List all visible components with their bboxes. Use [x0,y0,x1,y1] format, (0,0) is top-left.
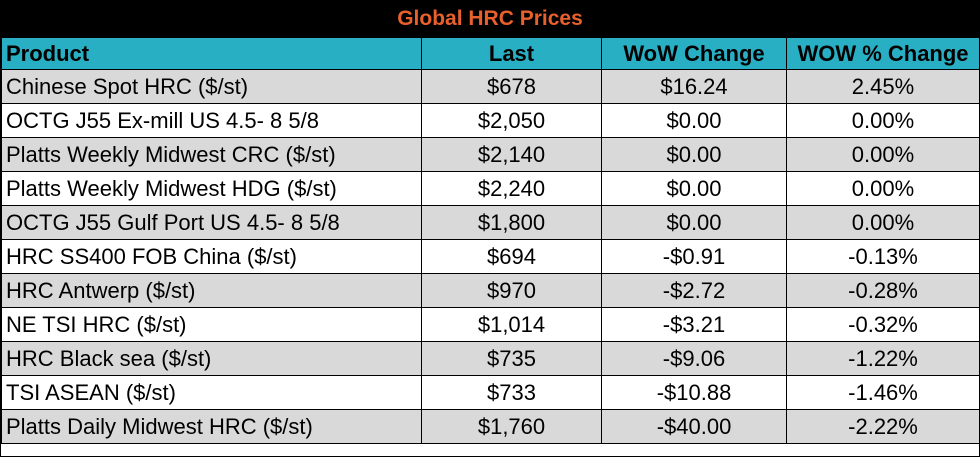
last-cell: $2,050 [421,103,602,138]
table-row: NE TSI HRC ($/st) $1,014 -$3.21 -0.32% [1,307,980,342]
product-cell: HRC Black sea ($/st) [1,341,422,376]
wow-change-cell: -$10.88 [601,375,787,410]
last-cell: $1,760 [421,409,602,444]
wow-pct-cell: -0.32% [786,307,980,342]
header-wow-change: WoW Change [601,37,787,70]
table-row: HRC SS400 FOB China ($/st) $694 -$0.91 -0.1… [1,239,980,274]
last-cell: $733 [421,375,602,410]
last-cell: $1,800 [421,205,602,240]
last-cell: $694 [421,239,602,274]
product-cell: TSI ASEAN ($/st) [1,375,422,410]
header-last: Last [421,37,602,70]
table-row: OCTG J55 Ex-mill US 4.5- 8 5/8 $2,050 $0.0… [1,103,980,138]
table-title: Global HRC Prices [1,1,979,37]
last-cell: $735 [421,341,602,376]
wow-change-cell: -$0.91 [601,239,787,274]
last-cell: $1,014 [421,307,602,342]
header-product: Product [1,37,422,70]
product-cell: HRC Antwerp ($/st) [1,273,422,308]
last-cell: $2,240 [421,171,602,206]
wow-pct-cell: 0.00% [786,171,980,206]
table-row: HRC Antwerp ($/st) $970 -$2.72 -0.28% [1,273,980,308]
wow-pct-cell: -1.22% [786,341,980,376]
table-row: Platts Weekly Midwest CRC ($/st) $2,140 $0… [1,137,980,172]
last-cell: $970 [421,273,602,308]
wow-change-cell: $0.00 [601,205,787,240]
wow-change-cell: $0.00 [601,103,787,138]
wow-change-cell: -$40.00 [601,409,787,444]
price-table: Product Last WoW Change WOW % Change Chi… [1,37,980,444]
table-row: Platts Weekly Midwest HDG ($/st) $2,240 $0… [1,171,980,206]
wow-pct-cell: -2.22% [786,409,980,444]
wow-change-cell: -$9.06 [601,341,787,376]
wow-pct-cell: 0.00% [786,205,980,240]
product-cell: Platts Daily Midwest HRC ($/st) [1,409,422,444]
header-row: Product Last WoW Change WOW % Change [1,37,980,70]
wow-pct-cell: 0.00% [786,103,980,138]
last-cell: $678 [421,69,602,104]
product-cell: Platts Weekly Midwest HDG ($/st) [1,171,422,206]
product-cell: HRC SS400 FOB China ($/st) [1,239,422,274]
wow-change-cell: $16.24 [601,69,787,104]
product-cell: Chinese Spot HRC ($/st) [1,69,422,104]
table-row: Platts Daily Midwest HRC ($/st) $1,760 -$4… [1,409,980,444]
table-row: OCTG J55 Gulf Port US 4.5- 8 5/8 $1,800 $0… [1,205,980,240]
product-cell: OCTG J55 Ex-mill US 4.5- 8 5/8 [1,103,422,138]
product-cell: NE TSI HRC ($/st) [1,307,422,342]
wow-change-cell: -$2.72 [601,273,787,308]
table-row: Chinese Spot HRC ($/st) $678 $16.24 2.45% [1,69,980,104]
wow-change-cell: -$3.21 [601,307,787,342]
product-cell: Platts Weekly Midwest CRC ($/st) [1,137,422,172]
table-row: HRC Black sea ($/st) $735 -$9.06 -1.22% [1,341,980,376]
last-cell: $2,140 [421,137,602,172]
wow-pct-cell: -1.46% [786,375,980,410]
wow-change-cell: $0.00 [601,171,787,206]
wow-pct-cell: -0.13% [786,239,980,274]
header-wow-pct-change: WOW % Change [786,37,980,70]
table-row: TSI ASEAN ($/st) $733 -$10.88 -1.46% [1,375,980,410]
wow-pct-cell: -0.28% [786,273,980,308]
wow-pct-cell: 0.00% [786,137,980,172]
product-cell: OCTG J55 Gulf Port US 4.5- 8 5/8 [1,205,422,240]
wow-pct-cell: 2.45% [786,69,980,104]
wow-change-cell: $0.00 [601,137,787,172]
